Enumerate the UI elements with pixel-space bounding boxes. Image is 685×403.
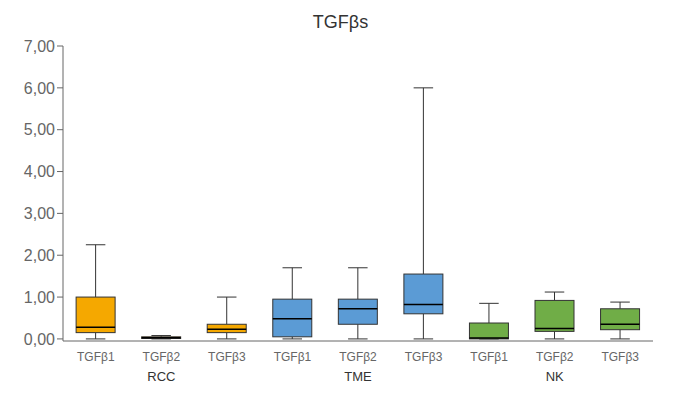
svg-text:TGFβ1: TGFβ1 xyxy=(274,350,312,364)
svg-text:2,00: 2,00 xyxy=(24,247,55,264)
svg-text:5,00: 5,00 xyxy=(24,121,55,138)
svg-text:TGFβ3: TGFβ3 xyxy=(405,350,443,364)
svg-text:3,00: 3,00 xyxy=(24,205,55,222)
svg-text:6,00: 6,00 xyxy=(24,80,55,97)
svg-text:TME: TME xyxy=(344,369,372,384)
svg-text:TGFβ1: TGFβ1 xyxy=(77,350,115,364)
svg-text:7,00: 7,00 xyxy=(24,38,55,55)
svg-text:TGFβ2: TGFβ2 xyxy=(339,350,377,364)
svg-text:1,00: 1,00 xyxy=(24,289,55,306)
svg-text:4,00: 4,00 xyxy=(24,163,55,180)
svg-text:TGFβ2: TGFβ2 xyxy=(143,350,181,364)
svg-text:NK: NK xyxy=(546,369,564,384)
svg-text:TGFβ2: TGFβ2 xyxy=(536,350,574,364)
svg-text:0,00: 0,00 xyxy=(24,331,55,348)
svg-text:TGFβ3: TGFβ3 xyxy=(208,350,246,364)
svg-text:RCC: RCC xyxy=(147,369,175,384)
html-text:TGFβs: TGFβs xyxy=(312,12,369,32)
svg-text:TGFβ3: TGFβ3 xyxy=(601,350,639,364)
svg-text:TGFβ1: TGFβ1 xyxy=(470,350,508,364)
